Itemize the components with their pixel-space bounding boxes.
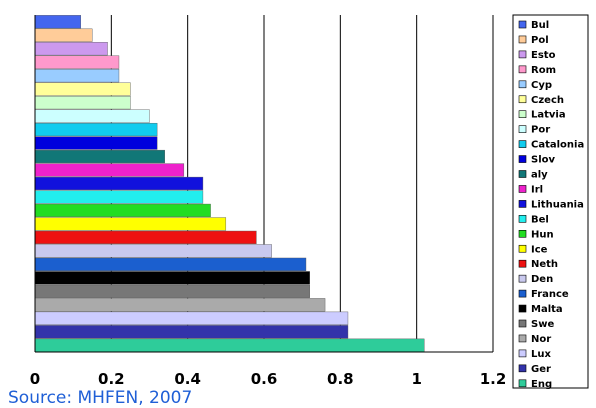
- bar-eng: [34, 338, 425, 352]
- bar-esto: [34, 42, 108, 56]
- legend-label-france: France: [531, 289, 569, 300]
- legend-label-lux: Lux: [531, 349, 551, 360]
- bar-por: [34, 109, 150, 123]
- x-tick-label: 0.6: [251, 370, 278, 388]
- legend-label-eng: Eng: [531, 379, 552, 390]
- legend-label-malta: Malta: [531, 304, 563, 315]
- bar-catalonia: [34, 122, 158, 137]
- legend-label-bel: Bel: [531, 214, 549, 225]
- bar-france: [34, 257, 307, 271]
- legend-swatch-neth: [518, 259, 527, 268]
- legend-swatch-rom: [518, 65, 527, 74]
- legend-label-irl: Irl: [531, 184, 543, 195]
- legend-swatch-bul: [518, 20, 527, 29]
- legend-swatch-swe: [518, 319, 527, 328]
- x-tick-label: 0.8: [327, 370, 354, 388]
- bar-den: [34, 244, 272, 258]
- legend-label-slov: Slov: [531, 155, 556, 166]
- legend-label-nor: Nor: [531, 334, 551, 345]
- legend-label-aly: aly: [531, 170, 548, 181]
- legend-swatch-catalonia: [518, 140, 527, 148]
- bar-ger: [34, 325, 349, 339]
- legend-swatch-por: [518, 125, 527, 133]
- legend-swatch-slov: [518, 155, 527, 163]
- x-tick-label: 1: [411, 370, 421, 388]
- bar-czech: [34, 82, 131, 96]
- legend-swatch-esto: [518, 50, 527, 59]
- bar-swe: [34, 284, 310, 298]
- x-tick-labels: 0 0.2 0.4 0.6 0.8 1 1.2: [30, 370, 507, 388]
- bar-hun: [34, 203, 211, 218]
- bar-bul: [34, 15, 81, 29]
- legend-swatch-latvia: [518, 110, 527, 118]
- bar-pol: [34, 28, 93, 42]
- legend-swatch-france: [518, 289, 527, 298]
- x-tick-label: 0.4: [174, 370, 201, 388]
- bar-lux: [34, 311, 349, 325]
- legend-label-pol: Pol: [531, 35, 549, 46]
- legend-label-ger: Ger: [531, 364, 551, 375]
- legend-swatch-nor: [518, 334, 527, 343]
- bar-irl: [34, 163, 185, 177]
- legend-label-neth: Neth: [531, 259, 558, 270]
- bar-rom: [34, 55, 120, 69]
- bar-bel: [34, 190, 204, 204]
- legend-label-cyp: Cyp: [531, 80, 552, 91]
- legend-swatch-lithuania: [518, 200, 527, 208]
- bar-neth: [34, 230, 257, 245]
- legend-label-swe: Swe: [531, 319, 554, 330]
- legend-swatch-bel: [518, 215, 527, 223]
- bar-ice: [34, 217, 227, 231]
- legend-swatch-hun: [518, 230, 527, 238]
- legend-label-esto: Esto: [531, 50, 556, 61]
- legend-swatch-malta: [518, 304, 527, 313]
- legend-swatch-cyp: [518, 80, 527, 89]
- legend-swatch-lux: [518, 349, 527, 358]
- legend-label-bul: Bul: [531, 20, 549, 31]
- bar-malta: [34, 271, 310, 285]
- x-tick-label: 0.2: [98, 370, 125, 388]
- legend-label-lithuania: Lithuania: [531, 199, 584, 210]
- bar-latvia: [34, 96, 131, 110]
- legend-label-latvia: Latvia: [531, 110, 566, 121]
- legend-label-por: Por: [531, 125, 550, 136]
- legend-swatch-czech: [518, 95, 527, 104]
- legend-swatch-ice: [518, 244, 527, 253]
- legend-swatch-irl: [518, 185, 527, 193]
- legend-label-den: Den: [531, 274, 553, 285]
- legend-label-rom: Rom: [531, 65, 556, 76]
- legend-swatch-ger: [518, 364, 527, 373]
- legend-swatch-den: [518, 274, 527, 283]
- legend-label-czech: Czech: [531, 95, 564, 106]
- legend-swatch-pol: [518, 35, 527, 44]
- legend-label-ice: Ice: [531, 244, 548, 255]
- legend-label-catalonia: Catalonia: [531, 140, 584, 151]
- bars: [34, 15, 425, 352]
- legend-label-hun: Hun: [531, 229, 554, 240]
- source-note: Source: MHFEN, 2007: [8, 388, 193, 408]
- x-tick-label: 1.2: [480, 370, 507, 388]
- legend-swatch-aly: [518, 170, 527, 178]
- legend-swatch-eng: [518, 379, 527, 388]
- bar-lithuania: [34, 176, 204, 191]
- bar-cyp: [34, 69, 120, 83]
- x-tick-label: 0: [30, 370, 40, 388]
- bar-slov: [34, 136, 158, 150]
- bar-nor: [34, 298, 326, 312]
- legend: Bul Pol Esto Rom Cyp Czech Latvia Por Catalonia S…: [512, 14, 589, 390]
- bar-aly: [34, 149, 165, 164]
